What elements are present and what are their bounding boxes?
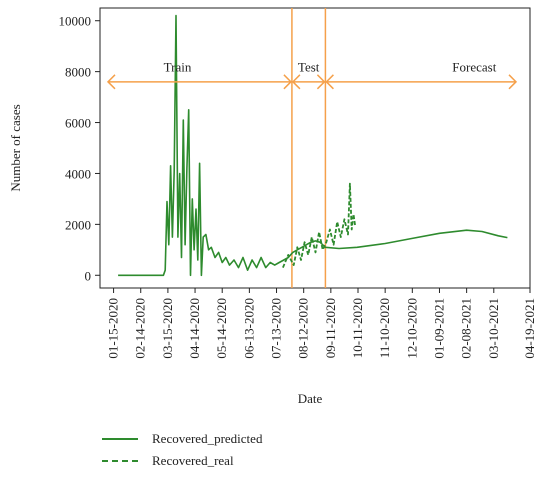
- x-tick-label: 05-14-2020: [214, 298, 229, 359]
- x-tick-label: 04-14-2020: [187, 298, 202, 359]
- x-tick-label: 12-10-2020: [404, 298, 419, 359]
- y-tick-label: 0: [85, 268, 92, 283]
- legend-label-real: Recovered_real: [152, 453, 234, 468]
- region-arrowhead-left: [106, 74, 116, 90]
- x-axis-label: Date: [298, 391, 323, 406]
- legend-swatch-predicted: [102, 438, 138, 440]
- chart-svg: 0 2000 4000 6000 8000 10000 01-15-2020 02-14-20…: [8, 7, 534, 406]
- x-tick-label: 07-13-2020: [269, 298, 284, 359]
- region-label-forecast: Forecast: [452, 60, 496, 75]
- region-arrowhead-right: [508, 74, 518, 90]
- x-tick-label: 04-19-2021: [522, 298, 534, 359]
- series-line-predicted: [118, 14, 508, 277]
- region-arrowhead-right: [316, 74, 326, 90]
- plot-frame: [99, 7, 531, 289]
- x-tick-label: 06-13-2020: [241, 298, 256, 359]
- x-tick-label: 11-10-2020: [377, 298, 392, 358]
- legend-item-predicted: Recovered_predicted: [102, 428, 262, 450]
- y-tick-label: 6000: [65, 116, 91, 131]
- x-tick-label: 03-10-2021: [486, 298, 501, 359]
- x-tick-label: 01-15-2020: [106, 298, 121, 359]
- legend-label-predicted: Recovered_predicted: [152, 431, 263, 446]
- region-arrowhead-left: [325, 74, 334, 90]
- x-tick-label: 01-09-2021: [431, 298, 446, 359]
- legend-item-real: Recovered_real: [102, 450, 262, 472]
- legend-swatch-real: [102, 460, 138, 462]
- x-tick-label: 03-15-2020: [160, 298, 175, 359]
- series-line-real: [282, 182, 357, 268]
- region-arrowhead-right: [283, 74, 292, 90]
- region-label-train: Train: [164, 60, 192, 75]
- legend: Recovered_predicted Recovered_real: [102, 428, 262, 472]
- region-arrowhead-left: [291, 74, 301, 90]
- x-tick-label: 02-08-2021: [459, 298, 474, 359]
- x-tick-label: 10-11-2020: [350, 298, 365, 358]
- region-label-test: Test: [298, 60, 320, 75]
- y-axis-label: Number of cases: [8, 104, 23, 191]
- y-tick-label: 10000: [59, 14, 92, 29]
- x-tick-label: 02-14-2020: [133, 298, 148, 359]
- y-tick-label: 8000: [65, 65, 91, 80]
- x-tick-label: 08-12-2020: [296, 298, 311, 359]
- y-tick-label: 4000: [65, 166, 91, 181]
- y-tick-label: 2000: [65, 217, 91, 232]
- x-tick-label: 09-11-2020: [323, 298, 338, 358]
